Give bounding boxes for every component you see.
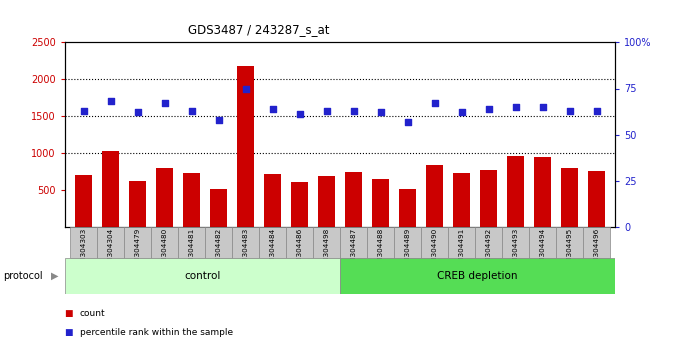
Text: GSM304479: GSM304479 [135,228,141,272]
Text: GSM304495: GSM304495 [566,228,573,272]
Bar [421,227,448,258]
Text: control: control [184,271,220,281]
Point [564,108,575,113]
Text: percentile rank within the sample: percentile rank within the sample [80,328,233,337]
Point [510,104,521,110]
Bar [75,175,92,227]
Text: ■: ■ [65,309,73,318]
Point [78,108,89,113]
Bar [583,227,610,258]
Point [294,112,305,117]
Text: GSM304303: GSM304303 [80,228,86,272]
Point [267,106,278,112]
Point [132,110,143,115]
Point [537,104,548,110]
Point [375,110,386,115]
Text: GSM304492: GSM304492 [486,228,492,272]
Bar [156,168,173,227]
Bar [237,66,254,227]
Text: protocol: protocol [3,271,43,281]
Bar [184,173,200,227]
Bar [502,227,529,258]
Bar [480,170,496,227]
Bar [178,227,205,258]
Bar [97,227,124,258]
Text: GSM304491: GSM304491 [458,228,464,272]
Bar [345,172,362,227]
Text: GSM304482: GSM304482 [216,228,222,272]
Bar [562,168,577,227]
Text: GDS3487 / 243287_s_at: GDS3487 / 243287_s_at [188,23,329,36]
Text: GSM304481: GSM304481 [188,228,194,272]
Point [483,106,494,112]
Bar [286,227,313,258]
Bar [529,227,556,258]
Bar [313,227,340,258]
Point [591,108,602,113]
Bar [210,189,226,227]
Point [186,108,197,113]
Bar [475,227,502,258]
Bar [394,227,421,258]
Bar [448,227,475,258]
Bar [367,227,394,258]
Bar [373,179,388,227]
Text: GSM304496: GSM304496 [594,228,600,272]
Bar [534,157,551,227]
Point [348,108,359,113]
Point [429,101,440,106]
Bar [318,177,335,227]
Text: GSM304498: GSM304498 [324,228,330,272]
Bar [340,258,615,294]
Text: GSM304489: GSM304489 [405,228,411,272]
Bar [205,227,232,258]
Point [213,117,224,122]
Text: count: count [80,309,105,318]
Bar [259,227,286,258]
Text: GSM304488: GSM304488 [377,228,384,272]
Bar [265,173,281,227]
Point [456,110,467,115]
Bar [292,182,307,227]
Bar [129,181,146,227]
Text: GSM304494: GSM304494 [539,228,545,272]
Bar [70,227,97,258]
Point [105,98,116,104]
Bar [588,171,605,227]
Point [402,119,413,125]
Bar [65,258,340,294]
Text: GSM304304: GSM304304 [107,228,114,272]
Text: CREB depletion: CREB depletion [437,271,518,281]
Bar [507,156,524,227]
Text: GSM304480: GSM304480 [162,228,167,272]
Bar [124,227,151,258]
Bar [340,227,367,258]
Text: GSM304493: GSM304493 [513,228,518,272]
Bar [556,227,583,258]
Bar [232,227,259,258]
Text: GSM304484: GSM304484 [269,228,275,272]
Point [159,101,170,106]
Text: GSM304483: GSM304483 [243,228,248,272]
Point [321,108,332,113]
Text: GSM304486: GSM304486 [296,228,303,272]
Text: GSM304487: GSM304487 [350,228,356,272]
Bar [103,152,118,227]
Text: GSM304490: GSM304490 [432,228,437,272]
Bar [399,189,415,227]
Text: ■: ■ [65,328,73,337]
Bar [426,165,443,227]
Text: ▶: ▶ [51,271,58,281]
Bar [151,227,178,258]
Point [240,86,251,91]
Bar [454,173,470,227]
